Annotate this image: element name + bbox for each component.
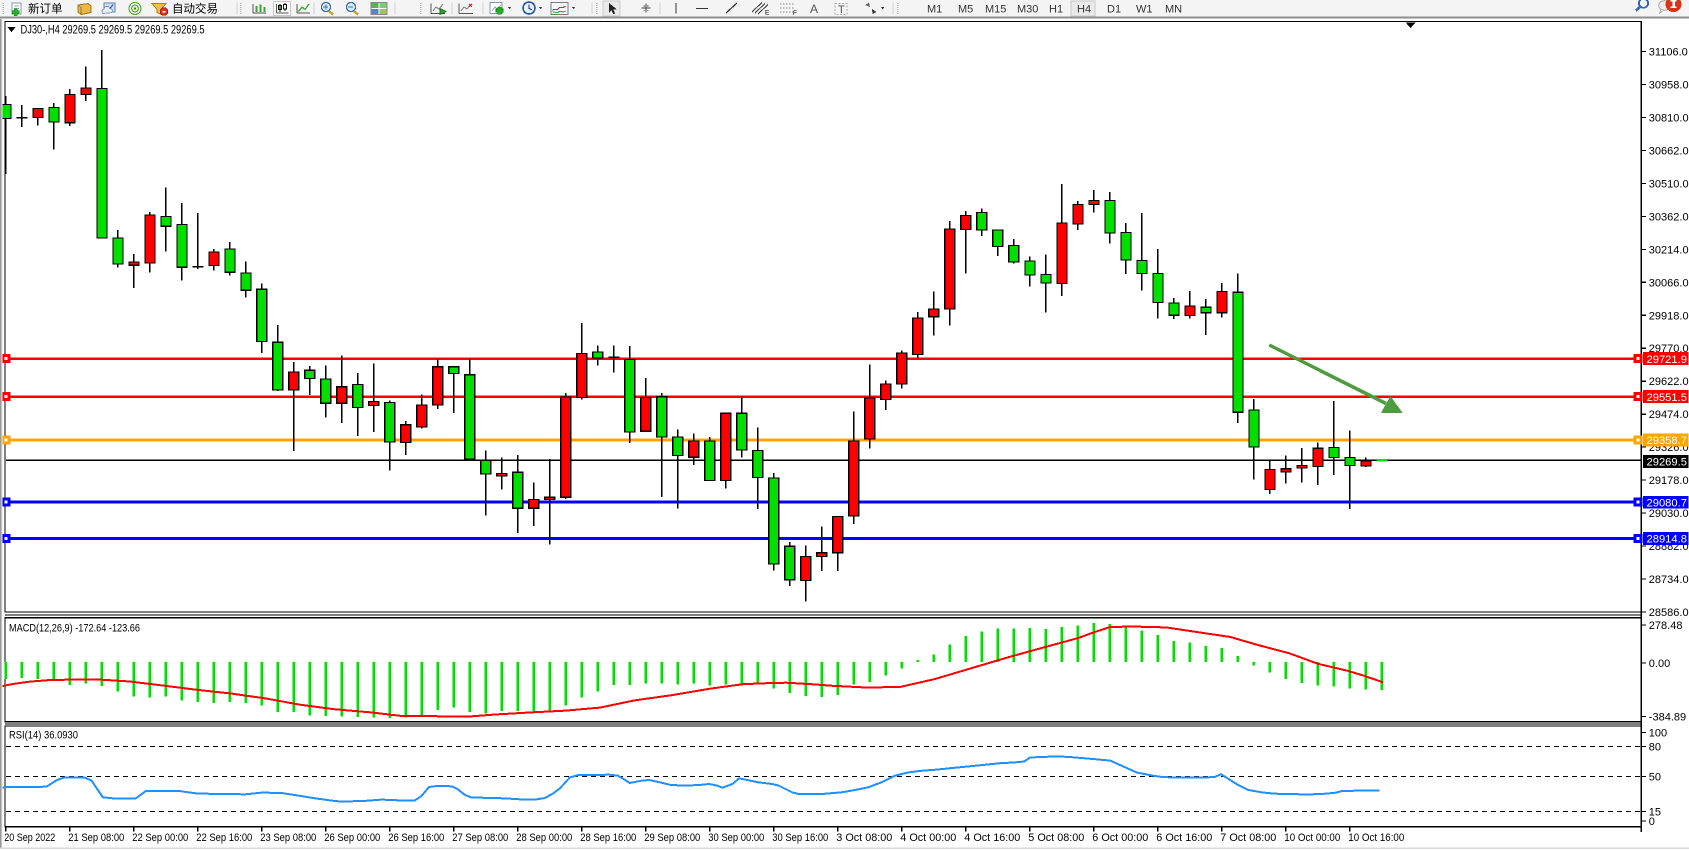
svg-text:4 Oct 00:00: 4 Oct 00:00 [900,832,956,844]
svg-text:RSI(14) 36.0930: RSI(14) 36.0930 [9,730,78,742]
svg-text:29269.5: 29269.5 [1647,457,1687,469]
svg-text:28734.0: 28734.0 [1649,574,1689,586]
svg-text:30958.0: 30958.0 [1649,80,1689,92]
svg-text:A: A [810,2,818,16]
svg-text:6 Oct 16:00: 6 Oct 16:00 [1156,832,1212,844]
svg-text:H4: H4 [1077,4,1091,16]
svg-text:H1: H1 [1049,4,1063,16]
svg-text:M30: M30 [1017,4,1038,16]
svg-text:29080.7: 29080.7 [1647,497,1687,509]
svg-text:29474.0: 29474.0 [1649,409,1689,421]
svg-text:0.00: 0.00 [1649,658,1670,670]
svg-text:30362.0: 30362.0 [1649,211,1689,223]
svg-text:31106.0: 31106.0 [1649,47,1688,59]
svg-text:30 Sep 00:00: 30 Sep 00:00 [708,832,764,844]
svg-text:30510.0: 30510.0 [1649,178,1689,190]
svg-text:22 Sep 00:00: 22 Sep 00:00 [132,832,188,844]
svg-text:21 Sep 08:00: 21 Sep 08:00 [68,832,124,844]
svg-text:22 Sep 16:00: 22 Sep 16:00 [196,832,252,844]
svg-text:50: 50 [1649,771,1661,783]
svg-text:3 Oct 08:00: 3 Oct 08:00 [836,832,892,844]
svg-text:5 Oct 08:00: 5 Oct 08:00 [1028,832,1084,844]
svg-text:28586.0: 28586.0 [1649,607,1689,619]
svg-text:MACD(12,26,9) -172.64 -123.66: MACD(12,26,9) -172.64 -123.66 [9,623,140,635]
svg-text:新订单: 新订单 [28,2,63,16]
svg-text:80: 80 [1649,742,1661,754]
svg-text:7 Oct 08:00: 7 Oct 08:00 [1220,832,1276,844]
svg-text:26 Sep 16:00: 26 Sep 16:00 [388,832,444,844]
svg-text:M5: M5 [958,4,973,16]
svg-text:15: 15 [1649,807,1661,819]
svg-text:30214.0: 30214.0 [1649,244,1689,256]
svg-text:4 Oct 16:00: 4 Oct 16:00 [964,832,1020,844]
svg-text:自动交易: 自动交易 [172,2,218,16]
svg-text:F: F [793,10,797,17]
svg-text:26 Sep 00:00: 26 Sep 00:00 [324,832,380,844]
svg-text:28 Sep 16:00: 28 Sep 16:00 [580,832,636,844]
svg-text:T: T [838,4,845,16]
svg-text:30066.0: 30066.0 [1649,277,1689,289]
svg-text:278.48: 278.48 [1649,620,1683,632]
svg-text:MN: MN [1165,4,1182,16]
svg-text:28914.8: 28914.8 [1647,534,1687,546]
svg-text:29358.7: 29358.7 [1647,435,1687,447]
svg-text:29622.0: 29622.0 [1649,376,1689,388]
svg-text:30662.0: 30662.0 [1649,146,1689,158]
svg-text:29 Sep 08:00: 29 Sep 08:00 [644,832,700,844]
svg-text:29918.0: 29918.0 [1649,310,1689,322]
svg-text:30 Sep 16:00: 30 Sep 16:00 [772,832,828,844]
svg-text:23 Sep 08:00: 23 Sep 08:00 [260,832,316,844]
svg-text:6 Oct 00:00: 6 Oct 00:00 [1092,832,1148,844]
svg-text:20 Sep 2022: 20 Sep 2022 [4,832,55,844]
svg-text:10 Oct 00:00: 10 Oct 00:00 [1284,832,1340,844]
svg-text:29551.5: 29551.5 [1647,392,1687,404]
svg-text:M1: M1 [927,4,942,16]
svg-text:28 Sep 00:00: 28 Sep 00:00 [516,832,572,844]
svg-text:10 Oct 16:00: 10 Oct 16:00 [1348,832,1404,844]
svg-text:M15: M15 [985,4,1006,16]
svg-text:100: 100 [1649,728,1667,740]
svg-text:27 Sep 08:00: 27 Sep 08:00 [452,832,508,844]
svg-text:29030.0: 29030.0 [1649,508,1689,520]
svg-text:D1: D1 [1107,4,1121,16]
svg-text:DJ30-,H4 29269.5 29269.5 2926: DJ30-,H4 29269.5 29269.5 29269.5 29269.5 [21,25,205,37]
svg-text:30810.0: 30810.0 [1649,113,1689,125]
svg-text:W1: W1 [1136,4,1153,16]
svg-text:-384.89: -384.89 [1649,712,1686,724]
svg-text:29178.0: 29178.0 [1649,475,1689,487]
svg-text:0: 0 [1649,816,1655,828]
svg-text:E: E [765,10,770,17]
svg-text:29721.9: 29721.9 [1647,354,1687,366]
